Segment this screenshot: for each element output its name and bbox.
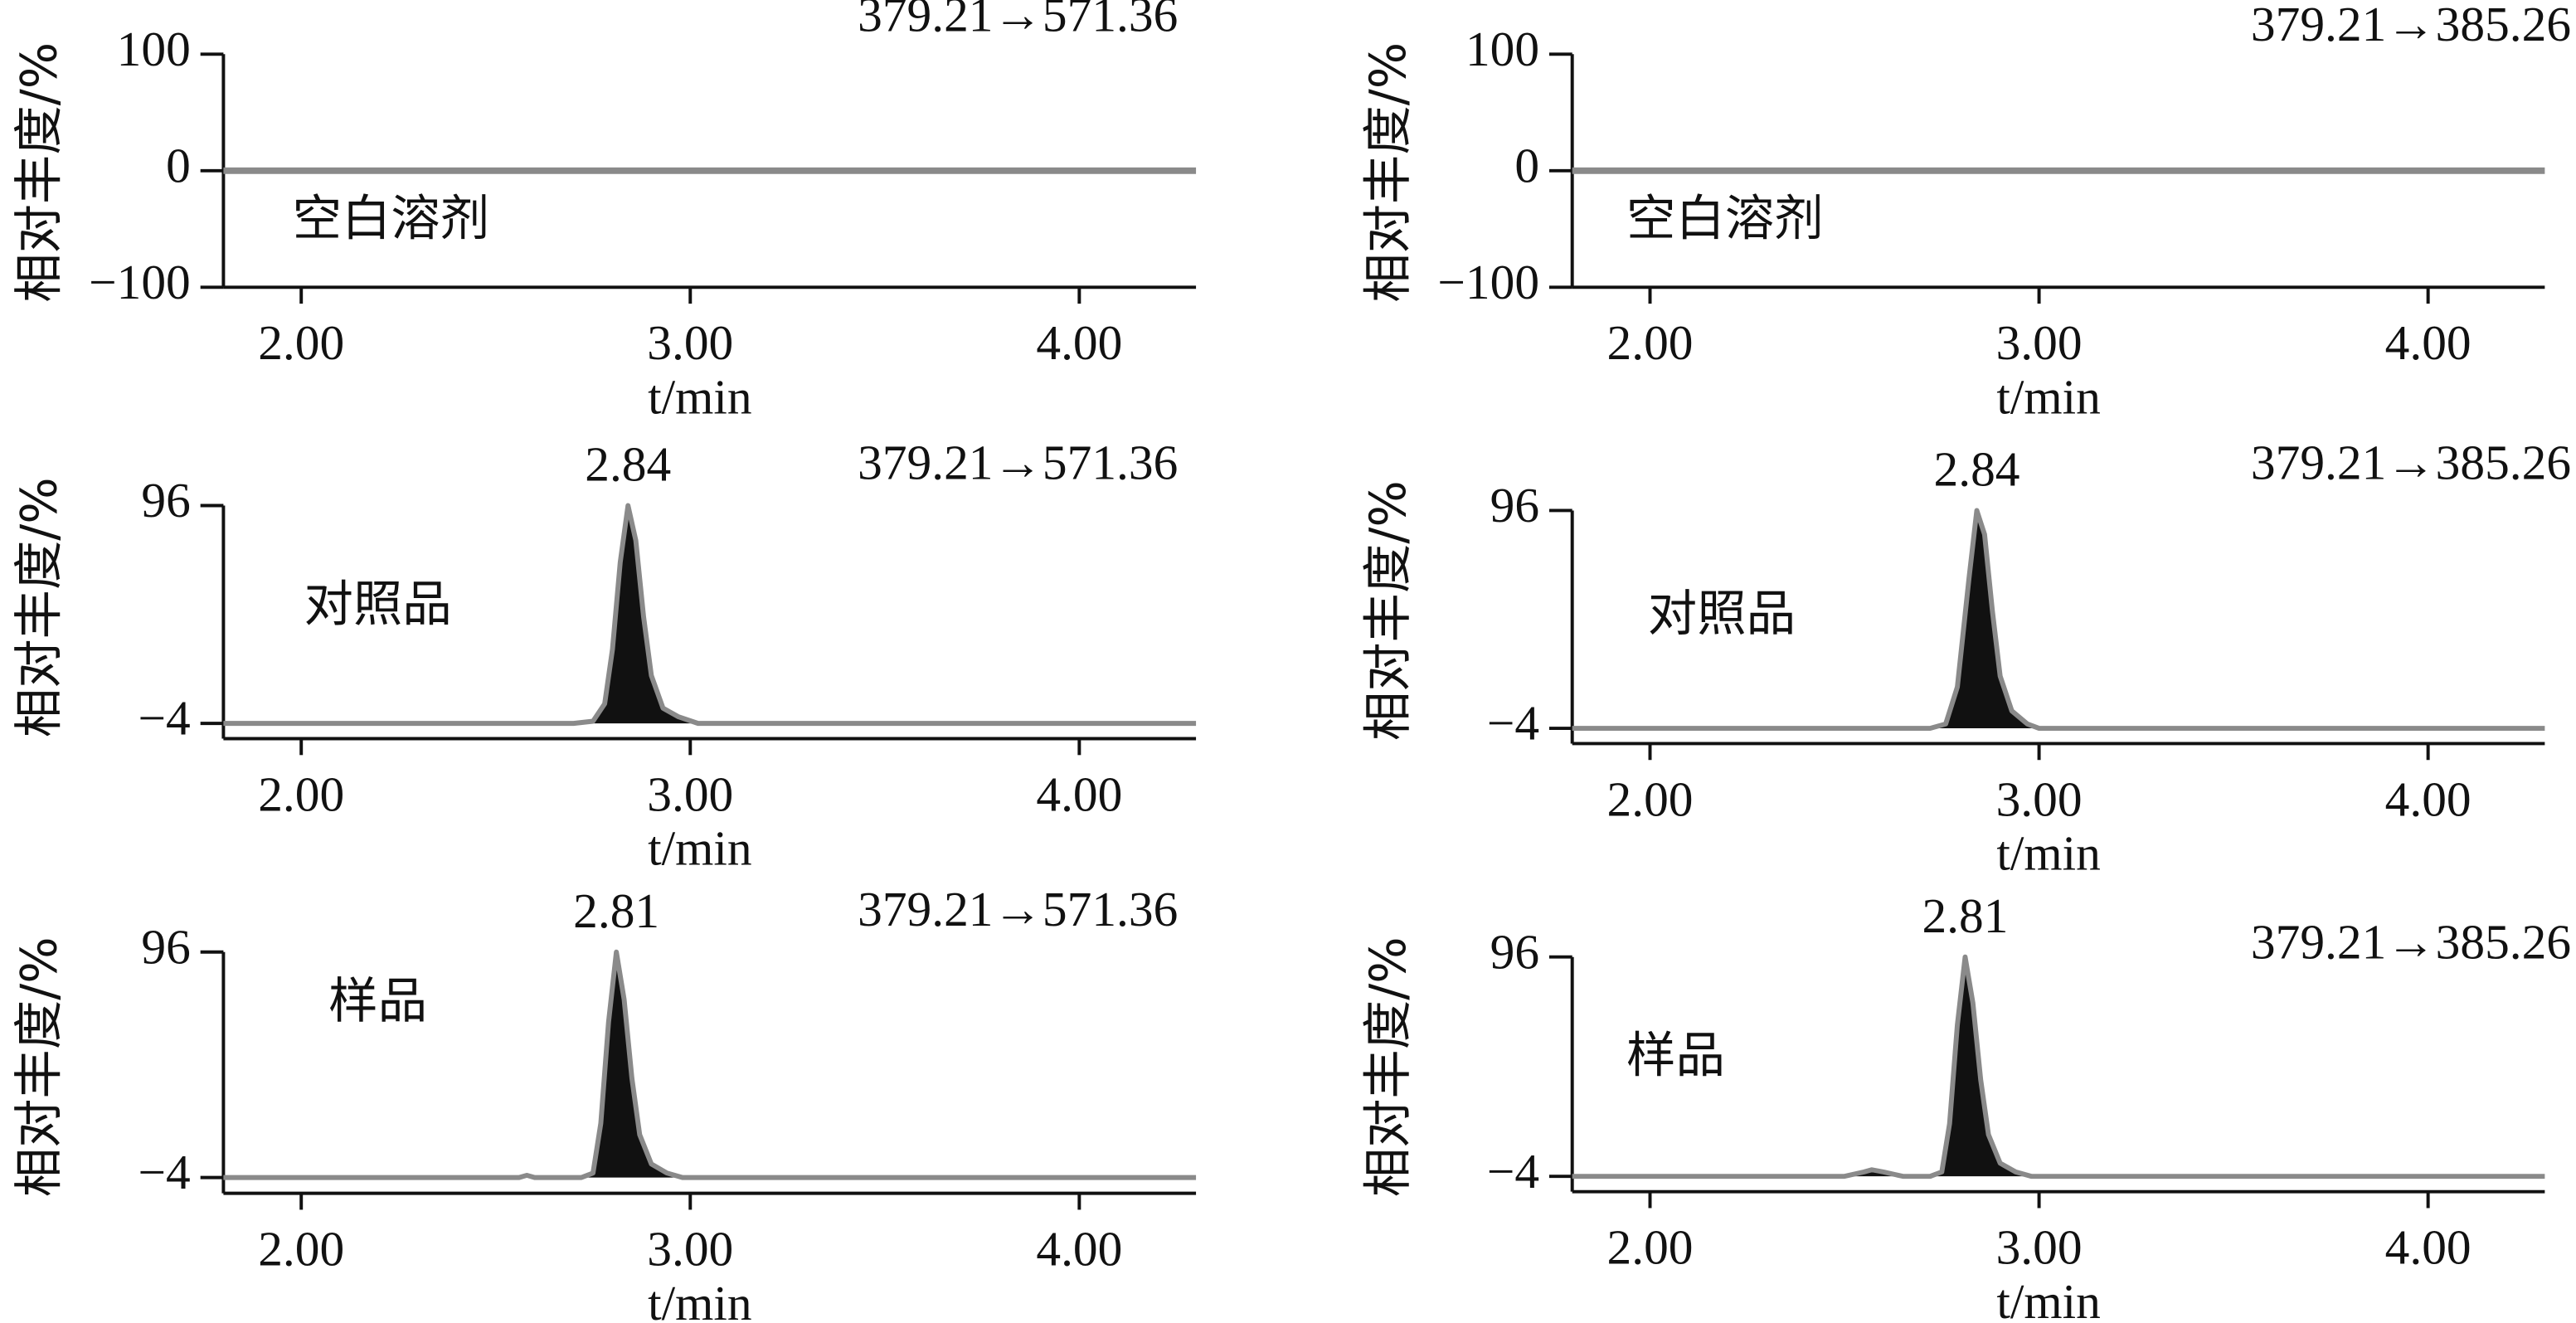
x-tick-label: 3.00: [1996, 315, 2083, 370]
y-tick-label: 100: [117, 22, 191, 76]
peak-label: 2.81: [1922, 888, 2008, 943]
x-axis-label: t/min: [1996, 826, 2100, 881]
transition-label: 379.21→571.36: [858, 0, 1178, 41]
y-tick-label: 0: [166, 138, 191, 192]
x-tick-label: 3.00: [647, 766, 733, 821]
sample-label: 对照品: [304, 576, 451, 633]
trace: [223, 949, 1197, 1180]
y-tick-label: 96: [1490, 924, 1539, 979]
peak-label: 2.84: [1934, 442, 2020, 497]
x-tick-label: 2.00: [258, 1222, 344, 1277]
x-tick-label: 2.00: [1607, 1220, 1694, 1275]
y-axis-label: 相对丰度/%: [12, 936, 69, 1197]
x-tick-label: 2.00: [1607, 771, 1694, 826]
x-axis-label: t/min: [648, 821, 751, 876]
sample-label: 空白溶剂: [293, 190, 490, 247]
transition-label: 379.21→385.26: [2251, 435, 2571, 490]
y-tick-label: −4: [139, 1145, 191, 1199]
y-axis-label: 相对丰度/%: [1360, 480, 1417, 741]
x-tick-label: 2.00: [258, 315, 344, 370]
trace: [223, 503, 1197, 727]
y-tick-label: −100: [1437, 255, 1539, 309]
x-tick-label: 3.00: [1996, 1220, 2083, 1275]
y-tick-label: −4: [139, 691, 191, 746]
y-axis-label: 相对丰度/%: [1360, 42, 1417, 303]
x-tick-label: 3.00: [647, 1222, 733, 1277]
sample-label: 样品: [1626, 1028, 1725, 1085]
sample-label: 对照品: [1648, 586, 1796, 643]
y-axis-label: 相对丰度/%: [12, 477, 69, 737]
x-tick-label: 4.00: [2385, 1220, 2472, 1275]
peak-label: 2.84: [585, 437, 671, 492]
x-tick-label: 3.00: [1996, 771, 2083, 826]
y-tick-label: 96: [141, 919, 190, 974]
x-tick-label: 2.00: [258, 766, 344, 821]
sample-label: 空白溶剂: [1626, 190, 1824, 247]
x-tick-label: 4.00: [1036, 766, 1122, 821]
y-tick-label: 0: [1514, 138, 1539, 192]
transition-label: 379.21→385.26: [2251, 914, 2571, 969]
transition-label: 379.21→571.36: [858, 882, 1178, 936]
x-axis-label: t/min: [648, 369, 751, 424]
x-tick-label: 4.00: [1036, 1222, 1122, 1277]
x-tick-label: 4.00: [2385, 315, 2472, 370]
sample-label: 样品: [328, 973, 427, 1030]
y-axis-label: 相对丰度/%: [12, 42, 69, 303]
y-tick-label: 96: [141, 473, 190, 528]
transition-label: 379.21→571.36: [858, 435, 1178, 490]
x-axis-label: t/min: [648, 1276, 751, 1323]
x-axis-label: t/min: [1996, 369, 2100, 424]
y-tick-label: 96: [1490, 478, 1539, 533]
x-tick-label: 4.00: [2385, 771, 2472, 826]
x-tick-label: 2.00: [1607, 315, 1694, 370]
x-axis-label: t/min: [1996, 1274, 2100, 1323]
trace: [1572, 954, 2545, 1180]
y-tick-label: −100: [89, 255, 191, 309]
y-tick-label: −4: [1487, 1144, 1539, 1199]
y-tick-label: −4: [1487, 696, 1539, 751]
y-axis-label: 相对丰度/%: [1360, 936, 1417, 1197]
x-tick-label: 4.00: [1036, 315, 1122, 370]
x-tick-label: 3.00: [647, 315, 733, 370]
transition-label: 379.21→385.26: [2251, 0, 2571, 51]
peak-label: 2.81: [573, 883, 659, 938]
y-tick-label: 100: [1465, 22, 1539, 76]
trace: [1572, 508, 2545, 732]
